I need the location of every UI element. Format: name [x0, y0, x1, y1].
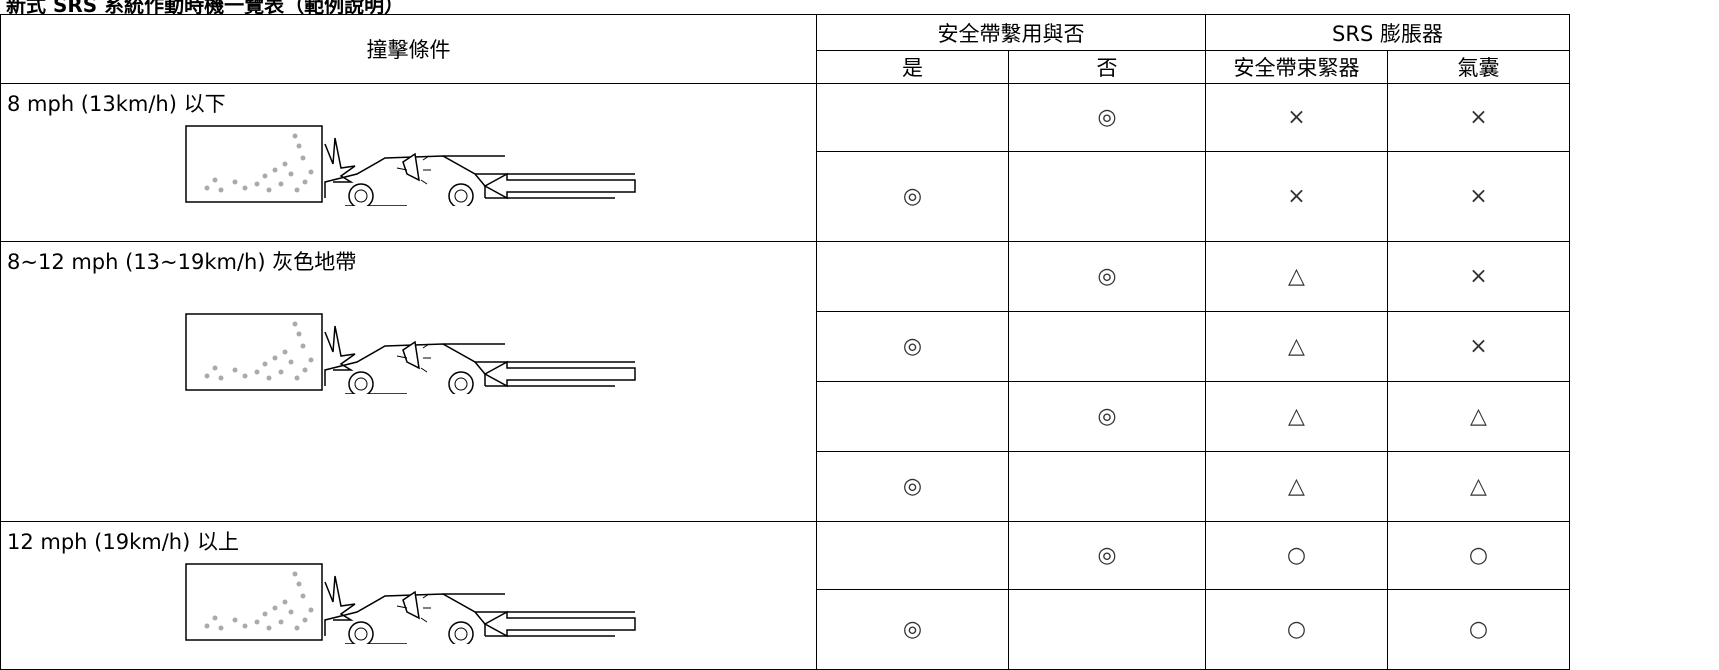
header-cell: SRS 膨脹器 — [1205, 14, 1570, 51]
symbol-cell: × — [1387, 241, 1570, 312]
table-row: ◎ △ × — [1, 311, 1570, 382]
symbol-cell — [816, 521, 1009, 590]
table-row: 8~12 mph (13~19km/h) 灰色地帶 ◎ △ × — [0, 241, 1570, 522]
header-cell: 否 — [1008, 50, 1206, 84]
symbol-cell: ○ — [1387, 521, 1570, 590]
symbol-cell: ◎ — [1008, 83, 1206, 152]
page-title: 新式 SRS 系統作動時機一覽表（範例說明） — [6, 0, 405, 17]
crash-illustration — [185, 313, 636, 394]
symbol-cell — [1008, 311, 1206, 382]
symbol-cell: △ — [1205, 241, 1388, 312]
symbol-cell: △ — [1387, 451, 1570, 522]
table-row: 12 mph (19km/h) 以上 ◎ ○ ○ — [0, 521, 1570, 670]
symbol-cell — [1008, 451, 1206, 522]
symbol-cell: △ — [1387, 381, 1570, 452]
symbol-cell — [1008, 151, 1206, 242]
header-cell: 安全帶束緊器 — [1205, 50, 1388, 84]
crash-illustration — [185, 125, 636, 206]
symbol-cell: ◎ — [1008, 241, 1206, 312]
table-row: 8 mph (13km/h) 以下 ◎ × × — [0, 83, 1570, 242]
condition-cell: 8~12 mph (13~19km/h) 灰色地帶 — [0, 241, 817, 522]
symbol-cell: △ — [1205, 311, 1388, 382]
symbol-cell: ◎ — [1008, 381, 1206, 452]
symbol-cell — [816, 381, 1009, 452]
symbol-cell — [816, 83, 1009, 152]
symbol-cell: △ — [1205, 451, 1388, 522]
table-row: ◎ △ △ — [1, 451, 1570, 522]
symbol-cell: × — [1387, 151, 1570, 242]
symbol-cell: × — [1387, 83, 1570, 152]
condition-cell: 12 mph (19km/h) 以上 — [0, 521, 817, 670]
symbol-cell: × — [1205, 83, 1388, 152]
table-row: ◎ △ △ — [1, 381, 1570, 452]
symbol-cell: ◎ — [816, 311, 1009, 382]
symbol-cell: ◎ — [816, 151, 1009, 242]
symbol-cell: ○ — [1205, 589, 1388, 670]
header-cell: 安全帶繫用與否 — [816, 14, 1206, 51]
table-row: ◎ ○ ○ — [1, 589, 1570, 670]
symbol-cell: ◎ — [816, 589, 1009, 670]
header-cell: 氣囊 — [1387, 50, 1570, 84]
crash-illustration — [185, 563, 636, 644]
symbol-cell: ○ — [1387, 589, 1570, 670]
symbol-cell: ◎ — [816, 451, 1009, 522]
symbol-cell: ◎ — [1008, 521, 1206, 590]
symbol-cell: × — [1387, 311, 1570, 382]
symbol-cell: △ — [1205, 381, 1388, 452]
condition-cell: 8 mph (13km/h) 以下 — [0, 83, 817, 242]
condition-text: 12 mph (19km/h) 以上 — [7, 530, 239, 554]
header-cell: 撞擊條件 — [0, 14, 817, 84]
symbol-cell — [1008, 589, 1206, 670]
symbol-cell: ○ — [1205, 521, 1388, 590]
condition-text: 8 mph (13km/h) 以下 — [7, 92, 226, 116]
symbol-cell — [816, 241, 1009, 312]
condition-text: 8~12 mph (13~19km/h) 灰色地帶 — [7, 250, 357, 274]
symbol-cell: × — [1205, 151, 1388, 242]
srs-table: 撞擊條件 安全帶繫用與否 SRS 膨脹器 是 否 安全帶束緊器 氣囊 8 mph… — [0, 14, 1570, 670]
header-cell: 是 — [816, 50, 1009, 84]
